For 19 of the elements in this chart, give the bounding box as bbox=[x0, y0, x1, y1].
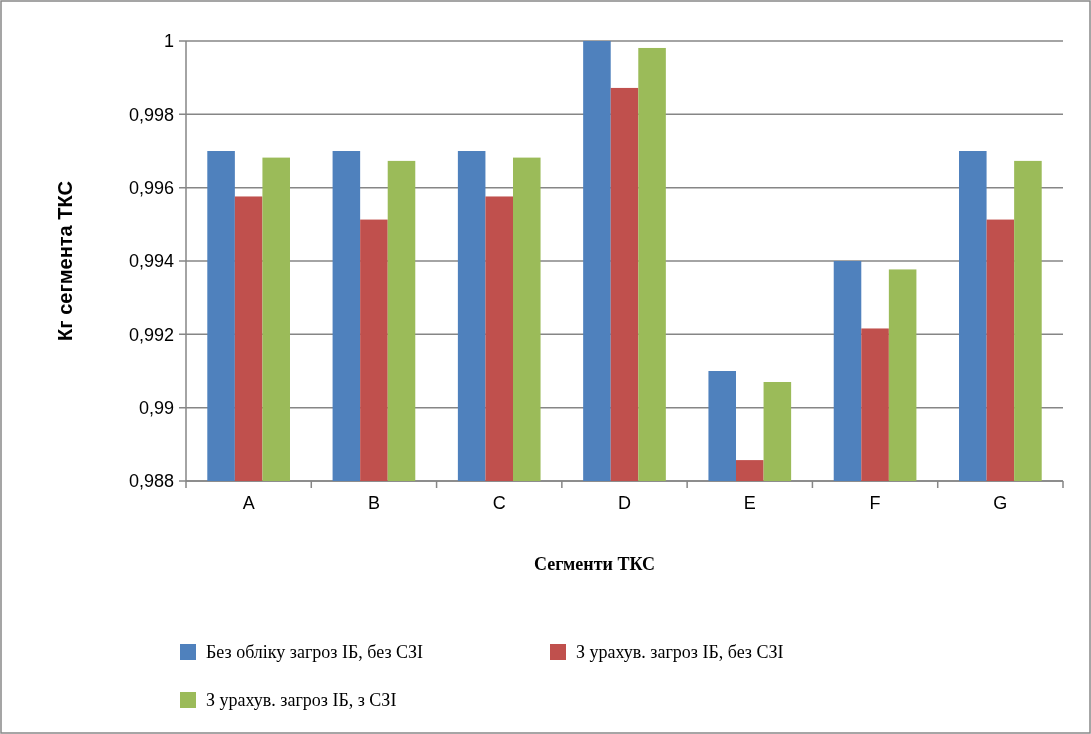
y-tick-label: 0,99 bbox=[138, 397, 174, 418]
x-tick-label: G bbox=[993, 493, 1008, 513]
legend-label: З урахув. загроз ІБ, з СЗІ bbox=[206, 690, 397, 711]
x-axis-title: Сегменти ТКС bbox=[533, 554, 656, 574]
x-tick-label: B bbox=[367, 493, 380, 513]
y-tick-label: 1 bbox=[163, 31, 174, 52]
legend-label: З урахув. загроз ІБ, без СЗІ bbox=[576, 642, 784, 663]
y-axis-title: Кг сегмента ТКС bbox=[54, 181, 76, 341]
y-tick-label: 0,988 bbox=[128, 471, 174, 492]
x-tick-label: E bbox=[743, 493, 756, 513]
x-tick-label: A bbox=[242, 493, 255, 513]
y-tick-label: 0,998 bbox=[128, 104, 174, 125]
legend-label: Без обліку загроз ІБ, без СЗІ bbox=[206, 642, 424, 663]
x-tick-label: C bbox=[492, 493, 506, 513]
y-tick-label: 0,992 bbox=[128, 324, 174, 345]
y-tick-label: 0,994 bbox=[128, 251, 174, 272]
x-tick-label: D bbox=[618, 493, 631, 513]
y-tick-label: 0,996 bbox=[128, 177, 174, 198]
x-tick-label: F bbox=[869, 493, 881, 513]
